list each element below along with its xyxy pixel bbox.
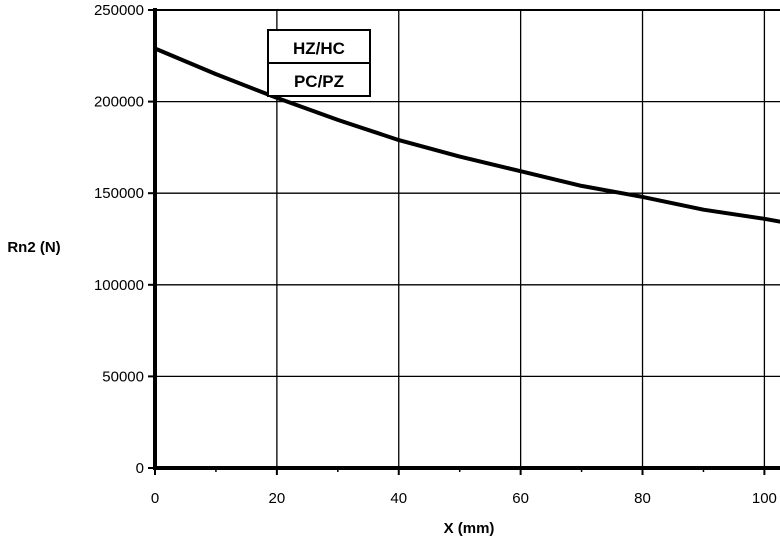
legend-entry-1: HZ/HC [293,39,345,58]
legend-entry-2: PC/PZ [294,72,344,91]
x-tick-label: 80 [634,490,651,507]
x-tick-label: 0 [151,490,159,507]
x-tick-label: 20 [269,490,286,507]
y-tick-label: 0 [136,460,144,477]
y-tick-label: 250000 [94,2,144,19]
y-tick-labels: 0 50000 100000 150000 200000 250000 [94,2,144,477]
series-group [153,46,780,224]
legend: HZ/HC PC/PZ [267,29,371,97]
x-tick-label: 60 [512,490,529,507]
x-tick-label: 100 [752,490,777,507]
x-tick-label: 40 [390,490,407,507]
y-tick-label: 50000 [102,368,144,385]
axes [148,8,780,475]
grid [155,9,780,468]
y-tick-label: 150000 [94,185,144,202]
series-line-1 [153,46,780,224]
y-axis-label: Rn2 (N) [7,239,60,256]
y-tick-label: 200000 [94,94,144,111]
y-tick-label: 100000 [94,277,144,294]
x-tick-labels: 020406080100120140160180200 [151,490,777,507]
x-axis-label: X (mm) [444,520,495,537]
